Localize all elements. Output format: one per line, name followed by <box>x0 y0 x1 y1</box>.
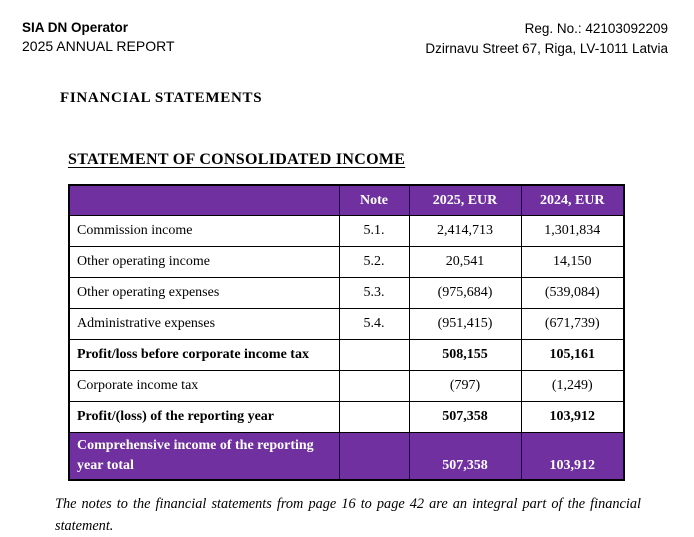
company-address: Dzirnavu Street 67, Riga, LV-1011 Latvia <box>425 40 668 56</box>
table-row: Administrative expenses 5.4. (951,415) (671… <box>68 308 625 341</box>
column-header-empty <box>68 184 340 217</box>
note-cell: 5.4. <box>338 308 410 341</box>
statement-title: STATEMENT OF CONSOLIDATED INCOME <box>68 151 406 169</box>
note-cell <box>338 339 410 372</box>
value-2025-cell: 507,358 <box>408 401 522 434</box>
value-2025-cell: 507,358 <box>408 432 522 481</box>
registration-number: Reg. No.: 42103092209 <box>524 21 668 36</box>
note-cell: 5.3. <box>338 277 410 310</box>
value-2025-cell: 20,541 <box>408 246 522 279</box>
value-2024-cell: (671,739) <box>520 308 625 341</box>
row-label-cell: Other operating expenses <box>68 277 340 310</box>
section-title: FINANCIAL STATEMENTS <box>60 90 263 107</box>
note-cell <box>338 401 410 434</box>
row-label-cell: Commission income <box>68 215 340 248</box>
footer-note: The notes to the financial statements fr… <box>55 496 641 534</box>
income-statement-table: Note 2025, EUR 2024, EUR Commission income… <box>68 184 625 482</box>
row-label-cell: Other operating income <box>68 246 340 279</box>
letterhead-right: Reg. No.: 42103092209 Dzirnavu Street 67… <box>425 19 668 58</box>
row-label-cell: Administrative expenses <box>68 308 340 341</box>
column-header-2025-eur: 2025, EUR <box>408 184 522 217</box>
company-name: SIA DN Operator <box>22 20 129 35</box>
value-2025-cell: 2,414,713 <box>408 215 522 248</box>
table-header-row: Note 2025, EUR 2024, EUR <box>68 184 625 217</box>
value-2024-cell: 103,912 <box>520 432 625 481</box>
table-row: Commission income 5.1. 2,414,713 1,301,834 <box>68 215 625 248</box>
note-cell: 5.2. <box>338 246 410 279</box>
column-header-2024-eur: 2024, EUR <box>520 184 625 217</box>
table-row: Profit/loss before corporate income tax 5… <box>68 339 625 372</box>
value-2024-cell: (1,249) <box>520 370 625 403</box>
table-row: Other operating expenses 5.3. (975,684) (53… <box>68 277 625 310</box>
table-row: Comprehensive income of the reporting ye… <box>68 432 625 481</box>
value-2024-cell: 14,150 <box>520 246 625 279</box>
value-2024-cell: (539,084) <box>520 277 625 310</box>
value-2025-cell: (797) <box>408 370 522 403</box>
value-2024-cell: 1,301,834 <box>520 215 625 248</box>
value-2025-cell: 508,155 <box>408 339 522 372</box>
note-cell <box>338 370 410 403</box>
row-label-cell: Comprehensive income of the reporting ye… <box>68 432 340 481</box>
document-header: SIA DN Operator 2025 ANNUAL REPORT Reg. … <box>0 0 694 58</box>
letterhead-left: SIA DN Operator 2025 ANNUAL REPORT <box>22 19 175 55</box>
row-label-cell: Profit/loss before corporate income tax <box>68 339 340 372</box>
value-2024-cell: 105,161 <box>520 339 625 372</box>
row-label-cell: Profit/(loss) of the reporting year <box>68 401 340 434</box>
row-label-cell: Corporate income tax <box>68 370 340 403</box>
table-row: Profit/(loss) of the reporting year 507,3… <box>68 401 625 434</box>
value-2025-cell: (951,415) <box>408 308 522 341</box>
value-2024-cell: 103,912 <box>520 401 625 434</box>
value-2025-cell: (975,684) <box>408 277 522 310</box>
note-cell: 5.1. <box>338 215 410 248</box>
column-header-note: Note <box>338 184 410 217</box>
note-cell <box>338 432 410 481</box>
report-title: 2025 ANNUAL REPORT <box>22 37 175 54</box>
table-row: Corporate income tax (797) (1,249) <box>68 370 625 403</box>
table-row: Other operating income 5.2. 20,541 14,150 <box>68 246 625 279</box>
